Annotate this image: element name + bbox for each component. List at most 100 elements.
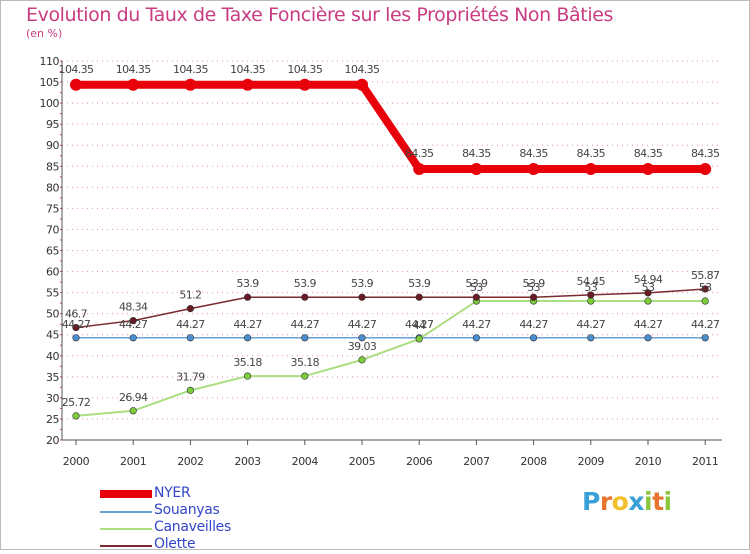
data-point-souanyas bbox=[587, 334, 595, 342]
x-tick-label: 2006 bbox=[406, 455, 433, 468]
data-label-souanyas: 44.27 bbox=[577, 318, 606, 331]
logo-letter: r bbox=[599, 487, 612, 516]
data-point-nyer bbox=[413, 163, 426, 176]
y-tick-label: 35 bbox=[46, 371, 59, 384]
data-point-souanyas bbox=[72, 334, 80, 342]
data-label-nyer: 104.35 bbox=[287, 63, 322, 76]
y-tick-label: 60 bbox=[46, 266, 59, 279]
data-point-nyer bbox=[356, 78, 368, 91]
data-labels: 104.35 104.35 104.35 104.35 104.35 104.35 84.3… bbox=[59, 63, 721, 409]
y-tick-label: 80 bbox=[46, 181, 59, 194]
data-label-canaveilles: 31.79 bbox=[176, 370, 205, 383]
y-tick-label: 95 bbox=[46, 118, 59, 131]
x-tick-label: 2008 bbox=[520, 455, 547, 468]
y-tick-label: 100 bbox=[40, 97, 60, 110]
data-label-nyer: 104.35 bbox=[230, 63, 265, 76]
legend-label-canaveilles: Canaveilles bbox=[154, 519, 231, 535]
data-label-souanyas: 44.27 bbox=[519, 318, 548, 331]
data-point-olette bbox=[644, 289, 652, 297]
data-label-canaveilles: 53 bbox=[470, 281, 483, 294]
series-line-olette bbox=[75, 288, 706, 329]
y-tick-label: 105 bbox=[40, 76, 60, 89]
data-point-nyer bbox=[70, 78, 82, 91]
x-tick-label: 2005 bbox=[349, 455, 376, 468]
data-label-souanyas: 44.27 bbox=[348, 318, 377, 331]
y-tick-label: 50 bbox=[46, 308, 59, 321]
data-point-nyer bbox=[642, 163, 654, 176]
data-label-nyer: 84.35 bbox=[691, 147, 720, 160]
data-label-olette: 53.9 bbox=[408, 277, 431, 290]
data-label-olette: 53.9 bbox=[351, 277, 374, 290]
data-label-souanyas: 44.27 bbox=[176, 318, 205, 331]
data-point-nyer bbox=[584, 163, 597, 176]
data-label-canaveilles: 53 bbox=[642, 281, 655, 294]
data-point-souanyas bbox=[472, 334, 481, 342]
data-point-souanyas bbox=[186, 334, 194, 342]
data-point-olette bbox=[129, 317, 137, 325]
y-tick-label: 75 bbox=[46, 202, 59, 215]
data-label-souanyas: 44.27 bbox=[119, 318, 148, 331]
data-point-nyer bbox=[527, 163, 540, 176]
data-label-olette: 53.9 bbox=[523, 277, 546, 290]
x-tick-label: 2007 bbox=[463, 455, 490, 468]
y-tick-label: 45 bbox=[46, 329, 59, 342]
data-point-olette bbox=[72, 323, 80, 332]
data-label-canaveilles: 53 bbox=[584, 281, 597, 294]
axes: 20 25 30 35 40 45 50 55 60 65 70 75 80 85 90 95 100 105 11… bbox=[40, 55, 722, 468]
data-point-souanyas bbox=[644, 334, 652, 342]
x-tick-label: 2009 bbox=[578, 455, 605, 468]
logo-letter: P bbox=[582, 487, 600, 516]
data-point-canaveilles bbox=[587, 297, 595, 305]
data-point-nyer bbox=[470, 163, 483, 176]
logo-letter: i bbox=[663, 487, 673, 516]
data-point-souanyas bbox=[529, 334, 538, 342]
logo-letter: t bbox=[652, 487, 664, 516]
data-label-souanyas: 44.27 bbox=[462, 318, 491, 331]
x-tick-label: 2003 bbox=[234, 455, 261, 468]
data-label-olette: 51.2 bbox=[179, 289, 201, 302]
data-label-olette: 54.94 bbox=[634, 273, 663, 286]
data-label-olette: 53.9 bbox=[294, 277, 317, 290]
x-tick-label: 2002 bbox=[177, 455, 203, 468]
y-tick-label: 55 bbox=[46, 287, 59, 300]
data-point-canaveilles bbox=[244, 372, 252, 380]
legend-swatch-canaveilles bbox=[100, 528, 152, 530]
chart-title: Evolution du Taux de Taxe Foncière sur l… bbox=[26, 4, 614, 26]
data-point-canaveilles bbox=[644, 297, 652, 305]
data-label-nyer: 104.35 bbox=[173, 63, 208, 76]
data-point-canaveilles bbox=[301, 372, 309, 380]
data-label-canaveilles: 39.03 bbox=[348, 340, 377, 353]
data-label-olette: 55.87 bbox=[691, 269, 720, 282]
data-point-nyer bbox=[184, 78, 197, 91]
data-label-souanyas: 44.27 bbox=[291, 318, 320, 331]
data-point-nyer bbox=[241, 78, 254, 91]
legend-label-nyer: NYER bbox=[154, 485, 191, 501]
data-label-olette: 53.9 bbox=[237, 277, 260, 290]
y-tick-label: 65 bbox=[46, 245, 59, 258]
y-tick-label: 110 bbox=[40, 55, 60, 68]
data-label-olette: 46.7 bbox=[65, 308, 88, 321]
legend-swatch-nyer bbox=[100, 490, 152, 498]
data-point-souanyas bbox=[358, 334, 366, 342]
data-label-nyer: 104.35 bbox=[116, 63, 151, 76]
data-label-souanyas: 44.27 bbox=[62, 318, 91, 331]
data-point-canaveilles bbox=[129, 407, 137, 415]
x-tick-label: 2004 bbox=[292, 455, 319, 468]
data-label-olette: 54.45 bbox=[577, 275, 606, 288]
data-label-souanyas: 44.27 bbox=[233, 318, 262, 331]
y-tick-label: 30 bbox=[46, 392, 59, 405]
data-label-canaveilles: 25.72 bbox=[62, 396, 91, 409]
data-label-canaveilles: 35.18 bbox=[291, 356, 320, 369]
data-point-souanyas bbox=[701, 334, 709, 342]
data-point-canaveilles bbox=[72, 412, 80, 420]
series-line-canaveilles bbox=[75, 300, 707, 417]
data-point-olette bbox=[587, 291, 595, 299]
data-label-canaveilles: 44 bbox=[413, 319, 426, 332]
data-label-nyer: 104.35 bbox=[345, 63, 380, 76]
x-tick-label: 2000 bbox=[63, 455, 90, 468]
data-point-olette bbox=[358, 293, 366, 301]
data-label-canaveilles: 26.94 bbox=[119, 391, 148, 404]
data-point-souanyas bbox=[129, 334, 137, 342]
